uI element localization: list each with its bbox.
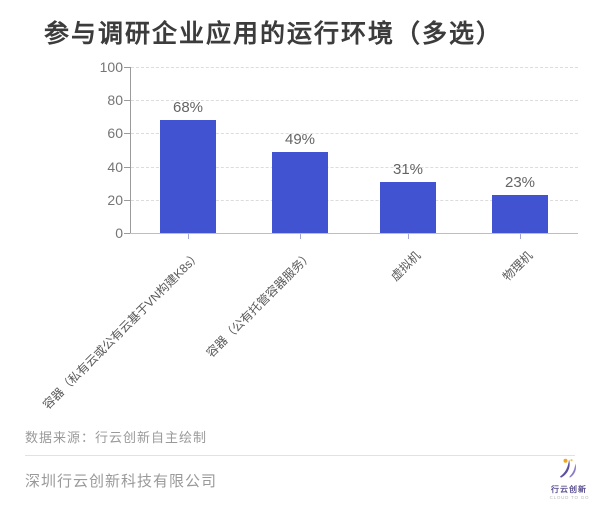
data-source-note: 数据来源：行云创新自主绘制 [25, 430, 208, 445]
bar-value-label: 49% [284, 130, 316, 148]
gridline [131, 199, 578, 201]
bar-value-label: 31% [392, 160, 424, 178]
chart-title: 参与调研企业应用的运行环境（多选） [44, 20, 504, 48]
gridline [131, 100, 578, 102]
bar-value-label: 68% [172, 99, 204, 117]
logo-brand-subtext: CLOUD TO GO [549, 495, 589, 501]
x-axis-tick [188, 234, 189, 239]
y-axis-tick-label: 100 [99, 59, 123, 75]
x-axis-line [130, 233, 578, 234]
y-axis-tick [124, 100, 130, 102]
x-axis-tick [520, 234, 521, 239]
y-axis-tick-label: 40 [107, 158, 123, 175]
bar [492, 194, 548, 233]
footer-divider [25, 455, 575, 456]
gridline [131, 67, 578, 68]
bar-chart-plot-area: 0 20 40 60 80 100 68% 容器（私有云或公有云基于VN构建K8s） 49% 容器… [39, 59, 578, 413]
x-axis-tick [300, 234, 301, 239]
company-logo: 行云创新 CLOUD TO GO [548, 458, 590, 501]
y-axis-tick [124, 133, 130, 135]
bar [272, 151, 328, 233]
company-name: 深圳行云创新科技有限公司 [25, 473, 218, 490]
y-axis-tick [124, 233, 130, 234]
x-category-label: 容器（私有云或公有云基于VN构建K8s） [39, 248, 204, 413]
y-axis-tick-label: 0 [115, 225, 123, 241]
bar-value-label: 23% [504, 173, 536, 191]
y-axis-tick [124, 166, 130, 168]
gridline [131, 166, 578, 168]
x-category-label: 容器（公有托管容器服务） [203, 248, 316, 361]
gridline [131, 133, 578, 135]
y-axis-tick [124, 67, 130, 68]
y-axis-tick-label: 60 [107, 125, 123, 142]
x-category-label: 虚拟机 [387, 248, 424, 284]
bar [160, 120, 216, 233]
y-axis-tick-label: 80 [107, 92, 123, 109]
logo-brand-name: 行云创新 [551, 485, 587, 494]
bar [380, 181, 436, 233]
x-axis-tick [408, 234, 409, 239]
x-category-label: 物理机 [499, 248, 536, 284]
y-axis-line [130, 67, 131, 233]
logo-swoosh-icon [557, 458, 581, 483]
y-axis-tick-label: 20 [107, 191, 123, 208]
y-axis-tick [124, 199, 130, 201]
